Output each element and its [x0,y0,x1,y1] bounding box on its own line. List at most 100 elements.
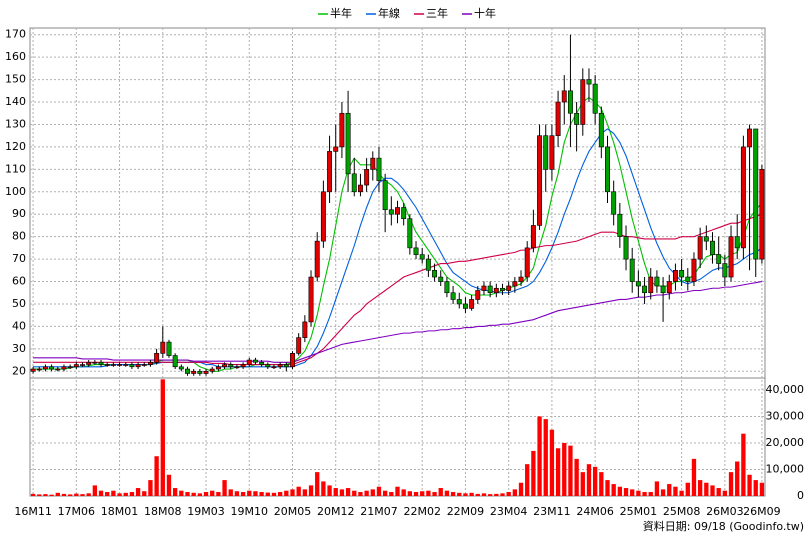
volume-bar [562,442,567,496]
candle-body [487,285,493,294]
candle-body [30,368,36,372]
candle-body [154,353,160,363]
volume-bar [308,485,314,496]
candle-body [648,276,654,294]
volume-bar [735,461,740,496]
volume-bar [599,472,604,496]
candle-body [407,218,413,249]
candle-body [543,135,549,170]
candle-body [518,276,524,282]
volume-bar [67,494,73,496]
candle-body [592,83,598,114]
volume-bar [55,492,60,496]
y-tick-label: 140 [5,95,26,108]
candle-body [493,287,499,294]
candle-body [240,364,246,368]
volume-bar [172,488,178,496]
candle-body [574,112,580,125]
volume-bar [518,482,524,496]
volume-bar [747,474,752,496]
volume-bar [30,493,36,496]
candle-body [500,287,505,291]
volume-bar [432,492,437,496]
x-tick-label: 17M06 [58,505,96,518]
candle-body [166,341,172,356]
volume-bar [37,494,42,496]
candle-body [314,240,320,278]
volume-bar [80,494,85,496]
candle-body [327,151,333,193]
volume-bar [203,492,209,496]
volume-bar [327,485,332,496]
volume-bar [296,486,301,496]
volume-bar [457,492,462,496]
volume-bar [364,490,369,496]
x-tick-label: 20M05 [274,505,312,518]
candle-body [110,364,116,366]
y-tick-label: 120 [5,140,26,153]
volume-bar [623,488,629,496]
candle-body [135,364,141,368]
volume-bar [228,489,233,496]
volume-bar [185,492,190,496]
volume-bar [345,488,351,496]
candle-body [401,207,407,220]
volume-bar [111,490,116,496]
volume-bar [494,493,499,496]
candle-body [672,270,678,282]
volume-bar [43,494,48,496]
candle-body [462,303,468,309]
candle-body [86,361,92,365]
y2-tick-label: 40,000 [766,383,805,396]
volume-bar [191,492,196,496]
volume-bar [660,489,666,496]
candle-body [339,112,345,148]
volume-bar [222,480,227,496]
volume-bar [234,491,240,496]
volume-bar [413,492,419,496]
candle-body [104,364,110,366]
volume-bar [179,490,184,496]
plot-frame [29,27,766,497]
candle-body [357,184,363,193]
volume-bar [691,458,697,496]
candle-body [537,135,543,226]
volume-bar [568,445,573,496]
volume-bar [636,490,641,496]
candle-body [512,281,518,287]
x-tick-label: 19M10 [231,505,269,518]
volume-bar [586,464,592,496]
candle-body [228,364,234,368]
y-tick-label: 70 [12,252,26,265]
volume-bar [277,492,283,496]
volume-bar [469,492,474,496]
candle-body [364,169,370,186]
x-tick-label: 22M02 [403,505,441,518]
volume-bar [210,490,215,496]
volume-bar [166,474,172,496]
volume-bar [710,485,715,496]
candle-body [246,359,252,365]
candle-body [432,270,438,278]
volume-bar [49,494,54,496]
x-tick-label: 26M09 [743,505,781,518]
candle-body [160,341,166,354]
volume-bar [487,494,493,496]
candle-body [747,128,753,148]
volume-bar [154,456,159,496]
candle-body [61,366,67,370]
candle-body [67,366,73,369]
candle-body [141,364,147,366]
candle-body [320,191,326,242]
candle-body [370,157,376,170]
y-tick-label: 30 [12,342,26,355]
candle-body [259,361,265,365]
volume-bar [592,466,598,496]
x-tick-label: 25M01 [620,505,658,518]
candle-body [660,285,666,294]
x-tick-label: 18M01 [101,505,139,518]
x-tick-label: 22M09 [447,505,485,518]
candle-body [178,366,184,370]
volume-bar [216,492,221,496]
candle-body [80,364,85,366]
